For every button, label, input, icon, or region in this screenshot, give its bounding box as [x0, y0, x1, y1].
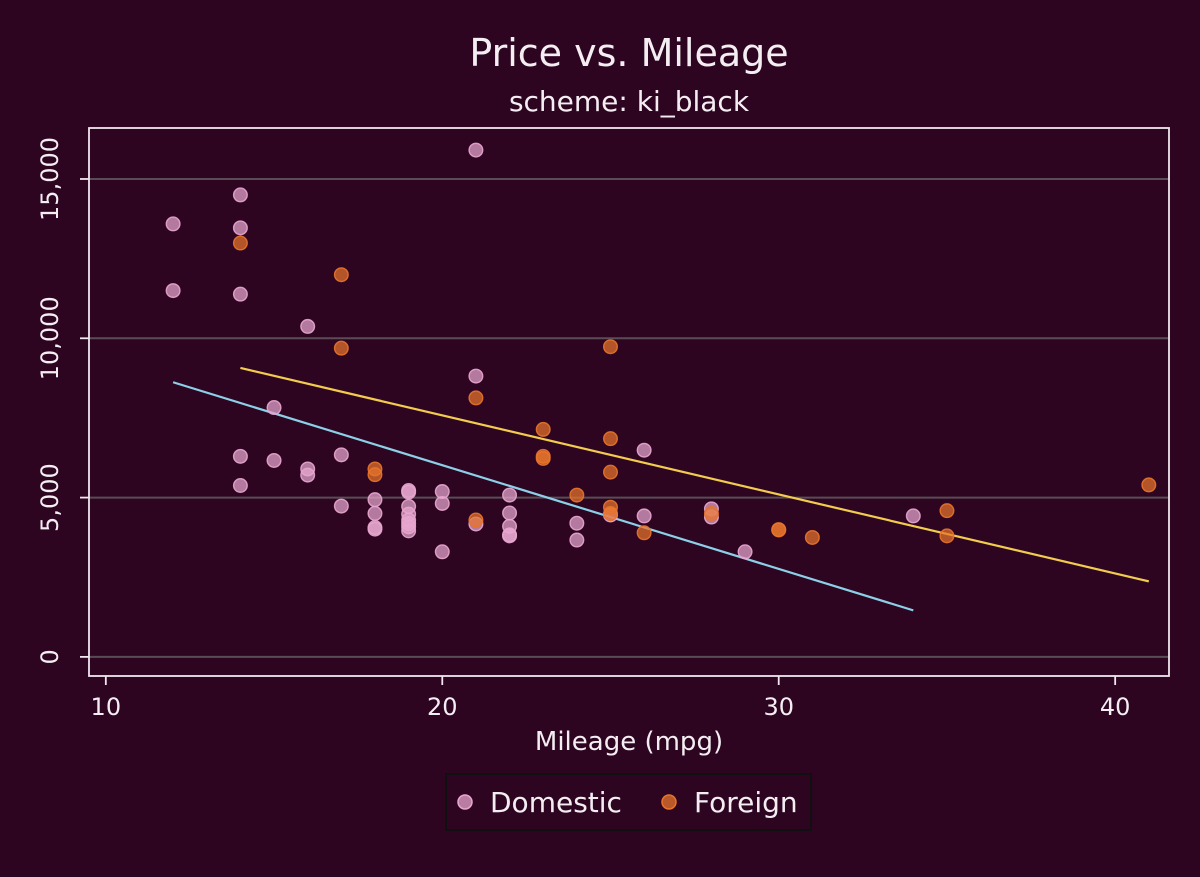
gridlines	[89, 177, 1169, 658]
foreign-point-15	[602, 506, 618, 522]
foreign-point-6	[468, 512, 484, 528]
domestic-point-17	[367, 521, 383, 537]
foreign-point-22	[939, 528, 955, 544]
domestic-point-29	[468, 142, 484, 158]
domestic-point-1	[165, 283, 181, 299]
domestic-point-0	[165, 216, 181, 232]
domestic-point-36	[502, 528, 518, 544]
domestic-point-37	[569, 515, 585, 531]
domestic-point-7	[266, 400, 282, 416]
domestic-point-13	[333, 498, 349, 514]
legend-foreign-marker	[661, 794, 677, 810]
foreign-point-9	[535, 450, 551, 466]
chart-title: Price vs. Mileage	[469, 31, 788, 75]
domestic-point-44	[737, 544, 753, 560]
foreign-point-5	[468, 390, 484, 406]
foreign-point-10	[569, 487, 585, 503]
foreign-point-7	[535, 421, 551, 437]
domestic-point-5	[232, 448, 248, 464]
foreign-point-19	[771, 522, 787, 538]
foreign-point-11	[602, 339, 618, 355]
fit-lines	[172, 366, 1150, 612]
foreign-point-20	[804, 529, 820, 545]
domestic-point-30	[468, 368, 484, 384]
y-tick-label-2: 10,000	[36, 296, 64, 380]
x-tick-label-3: 40	[1100, 693, 1131, 721]
domestic-point-15	[367, 505, 383, 521]
domestic-point-45	[905, 508, 921, 524]
domestic-point-14	[367, 492, 383, 508]
foreign-point-0	[232, 235, 248, 251]
foreign-point-12	[602, 431, 618, 447]
foreign-point-17	[703, 506, 719, 522]
domestic-point-11	[300, 467, 316, 483]
foreign-point-16	[636, 525, 652, 541]
y-axis: 0 5,000 10,000 15,000	[36, 137, 89, 665]
foreign-point-13	[602, 464, 618, 480]
plot-frame	[88, 127, 1170, 677]
x-tick-label-1: 20	[427, 693, 458, 721]
x-tick-label-0: 10	[91, 693, 122, 721]
foreign-point-2	[333, 340, 349, 356]
domestic-point-27	[434, 495, 450, 511]
x-tick-label-2: 30	[763, 693, 794, 721]
domestic-point-28	[434, 544, 450, 560]
domestic-point-6	[232, 478, 248, 494]
foreign-points	[232, 235, 1157, 545]
domestic-point-40	[636, 442, 652, 458]
foreign-point-1	[333, 267, 349, 283]
chart-subtitle: scheme: ki_black	[509, 85, 750, 118]
domestic-fit-line	[172, 381, 914, 612]
legend: Domestic Foreign	[445, 773, 812, 831]
domestic-point-38	[569, 532, 585, 548]
y-tick-label-0: 0	[36, 649, 64, 664]
legend-domestic-marker	[457, 794, 473, 810]
domestic-point-41	[636, 508, 652, 524]
domestic-point-8	[266, 452, 282, 468]
domestic-point-25	[401, 523, 417, 539]
y-tick-label-1: 5,000	[36, 463, 64, 532]
foreign-point-23	[1141, 477, 1157, 493]
legend-box	[445, 773, 812, 831]
x-axis-label: Mileage (mpg)	[535, 727, 723, 757]
domestic-point-33	[502, 505, 518, 521]
domestic-point-9	[300, 318, 316, 334]
domestic-point-32	[502, 487, 518, 503]
domestic-point-12	[333, 447, 349, 463]
x-axis: 10 20 30 40	[91, 676, 1131, 721]
foreign-point-4	[367, 467, 383, 483]
domestic-point-4	[232, 286, 248, 302]
legend-foreign-label: Foreign	[694, 786, 798, 819]
legend-domestic-label: Domestic	[490, 786, 622, 819]
foreign-fit-line	[240, 366, 1150, 583]
domestic-point-3	[232, 220, 248, 236]
y-tick-label-3: 15,000	[36, 137, 64, 221]
domestic-point-2	[232, 187, 248, 203]
foreign-point-21	[939, 503, 955, 519]
data-points	[165, 142, 1157, 560]
domestic-point-19	[401, 484, 417, 500]
